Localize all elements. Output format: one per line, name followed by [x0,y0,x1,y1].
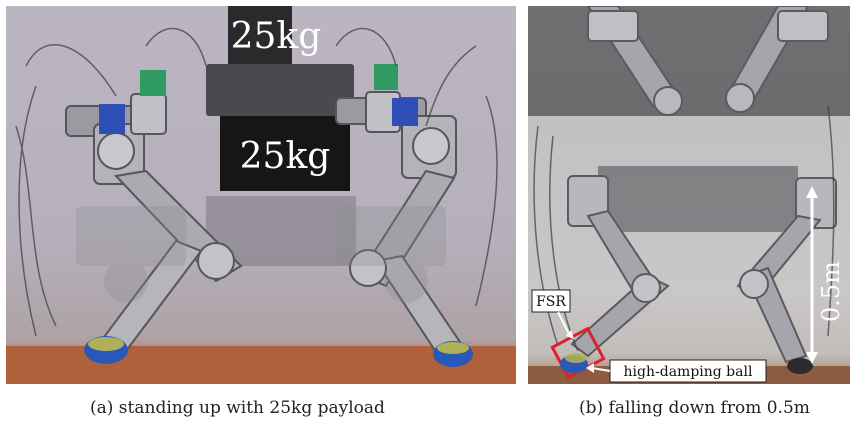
payload-stack-top [228,6,292,66]
upper-legs [586,6,829,116]
photo-panel-standing: 25kg 25kg [6,6,516,384]
right-leg [335,91,468,360]
photo-panel-falling: FSR high-damping ball 0.5m [528,6,850,384]
fsr-label: FSR [536,294,566,310]
cables [15,27,498,337]
right-spring-blue [392,98,418,126]
payload-label-top: 25kg [231,16,322,57]
robot-falling-photo: FSR high-damping ball 0.5m [528,6,850,384]
payload-weight-dark [220,116,350,191]
left-spring-green [140,70,166,96]
caption-falling: (b) falling down from 0.5m [579,398,810,418]
caption-standing: (a) standing up with 25kg payload [90,398,385,418]
left-leg [65,93,243,353]
robot-body-ghost [598,166,798,232]
ball-label: high-damping ball [624,364,753,380]
height-label: 0.5m [817,261,845,322]
right-spring-green [374,64,398,90]
payload-label-center: 25kg [240,136,331,177]
ball-arrow [591,367,611,372]
left-spring-blue [99,104,125,134]
fsr-arrow [557,311,571,337]
payload-block [206,64,354,116]
ghost-robot-lower [76,206,446,303]
robot-standing-photo: 25kg 25kg [6,6,516,384]
lower-legs [567,175,837,364]
fsr-label-box [531,289,571,313]
right-foot [787,358,813,374]
